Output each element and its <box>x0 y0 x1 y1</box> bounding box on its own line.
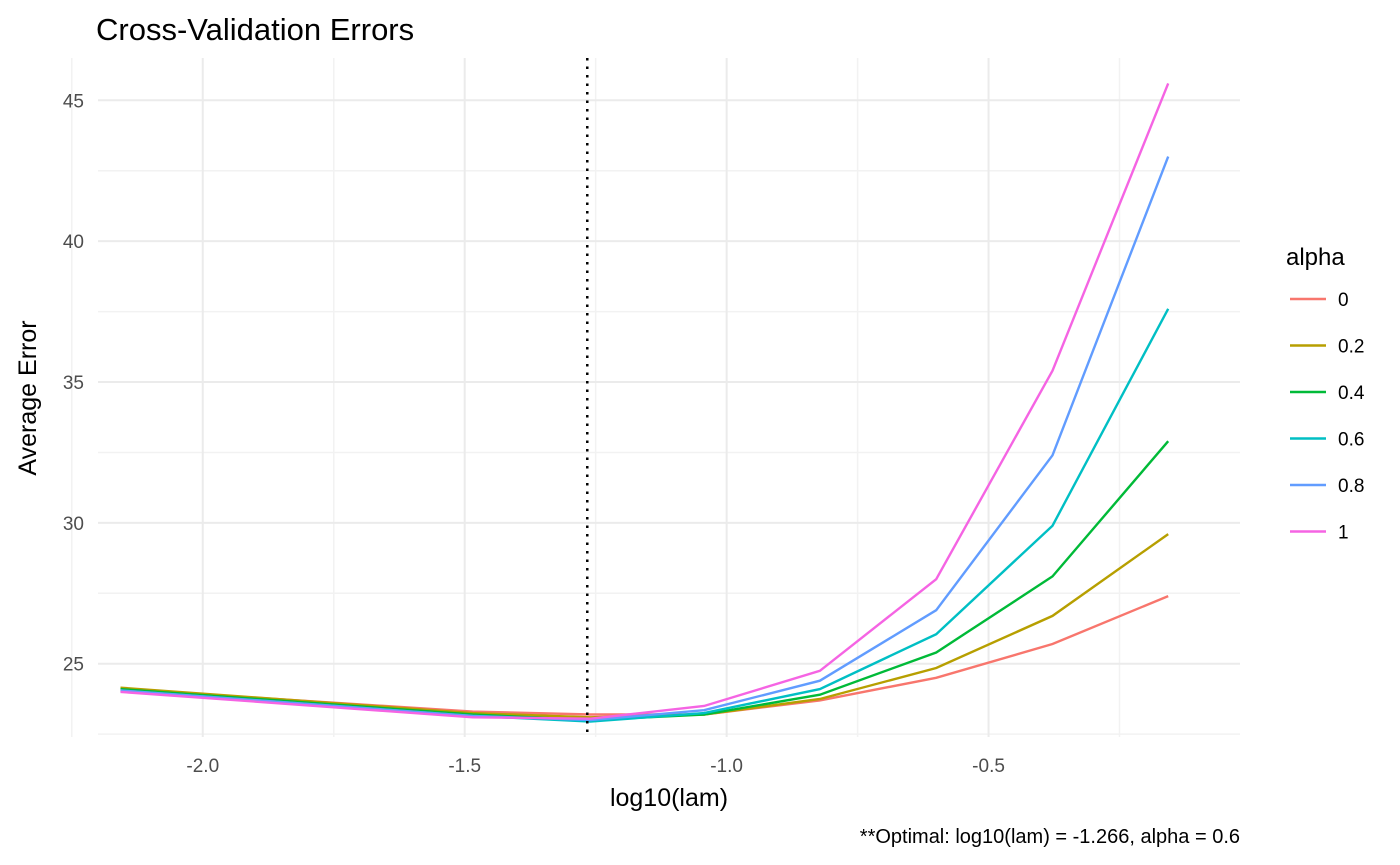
y-tick-label: 35 <box>63 373 84 394</box>
legend-label: 0.2 <box>1338 337 1364 358</box>
series-lines <box>120 82 1170 723</box>
series-line-alpha-0.2 <box>120 533 1169 719</box>
x-axis-title: log10(lam) <box>610 784 728 812</box>
y-tick-label: 40 <box>63 232 84 253</box>
grid <box>71 58 1240 737</box>
y-tick-label: 25 <box>63 655 84 676</box>
series-line-alpha-0.4 <box>120 440 1170 722</box>
legend: alpha 0 0.2 0.4 0.6 0.8 1 <box>1286 244 1365 544</box>
series-line-alpha-0.6 <box>120 308 1170 723</box>
legend-label: 0.6 <box>1338 430 1364 451</box>
y-tick-labels: 25 30 35 40 45 <box>63 91 84 675</box>
y-axis-title: Average Error <box>14 320 42 475</box>
x-tick-label: -0.5 <box>972 756 1005 777</box>
x-tick-label: -1.5 <box>448 756 481 777</box>
legend-label: 0 <box>1338 290 1349 311</box>
y-tick-label: 30 <box>63 514 84 535</box>
series-line-alpha-0 <box>120 594 1169 716</box>
x-tick-label: -2.0 <box>186 756 219 777</box>
legend-label: 1 <box>1338 523 1349 544</box>
legend-label: 0.8 <box>1338 476 1364 497</box>
series-line-alpha-1 <box>120 82 1170 720</box>
caption: **Optimal: log10(lam) = -1.266, alpha = … <box>860 826 1240 848</box>
x-tick-labels: -2.0 -1.5 -1.0 -0.5 <box>186 756 1005 777</box>
x-tick-label: -1.0 <box>710 756 743 777</box>
legend-title: alpha <box>1286 244 1345 271</box>
chart-title: Cross-Validation Errors <box>96 12 414 47</box>
legend-label: 0.4 <box>1338 383 1365 404</box>
y-tick-label: 45 <box>63 91 84 112</box>
